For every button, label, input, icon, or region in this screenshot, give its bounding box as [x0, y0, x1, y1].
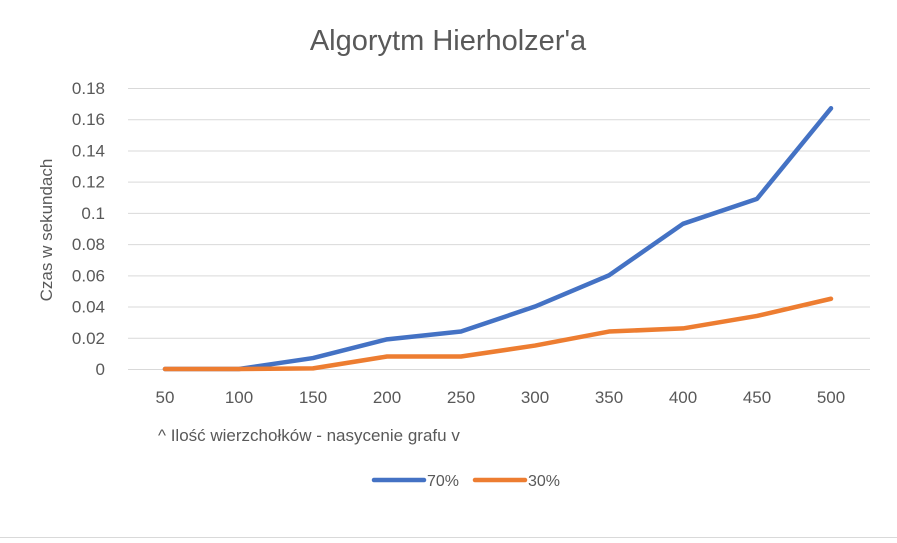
x-tick-label: 350	[595, 388, 623, 407]
x-tick-label: 50	[156, 388, 175, 407]
x-tick-label: 100	[225, 388, 253, 407]
series-line-30pct	[165, 299, 831, 369]
y-tick-label: 0.1	[81, 204, 105, 223]
y-tick-label: 0.04	[72, 298, 105, 317]
y-tick-label: 0.14	[72, 141, 105, 160]
y-tick-label: 0.06	[72, 266, 105, 285]
x-tick-label: 500	[817, 388, 845, 407]
x-tick-label: 450	[743, 388, 771, 407]
y-axis-label: Czas w sekundach	[37, 159, 56, 302]
y-tick-label: 0.18	[72, 79, 105, 98]
chart-title: Algorytm Hierholzer'a	[310, 25, 587, 57]
y-tick-label: 0.02	[72, 329, 105, 348]
x-axis-ticks: 50 100 150 200 250 300 350 400 450 500	[156, 388, 846, 407]
y-tick-label: 0.16	[72, 110, 105, 129]
x-axis-label: ^ Ilość wierzchołków - nasycenie grafu v	[158, 426, 460, 445]
x-tick-label: 400	[669, 388, 697, 407]
series-line-70pct	[165, 108, 831, 369]
y-tick-label: 0	[96, 360, 105, 379]
legend-item: 30%	[475, 473, 560, 490]
legend-label: 30%	[528, 473, 560, 490]
legend-label: 70%	[427, 473, 459, 490]
legend: 70% 30%	[374, 473, 560, 490]
x-tick-label: 300	[521, 388, 549, 407]
y-tick-label: 0.12	[72, 173, 105, 192]
y-tick-label: 0.08	[72, 235, 105, 254]
y-axis-ticks: 0 0.02 0.04 0.06 0.08 0.1 0.12 0.14 0.16 0.18	[72, 79, 105, 379]
gridlines	[128, 89, 870, 370]
x-tick-label: 250	[447, 388, 475, 407]
series-lines	[165, 108, 831, 369]
x-tick-label: 200	[373, 388, 401, 407]
legend-item: 70%	[374, 473, 459, 490]
x-tick-label: 150	[299, 388, 327, 407]
